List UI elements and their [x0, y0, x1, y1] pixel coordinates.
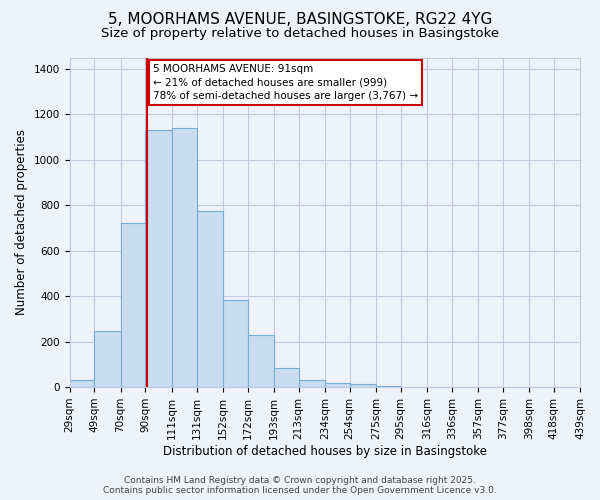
Bar [248, 335, 274, 387]
Bar [94, 332, 121, 387]
Bar [172, 128, 197, 387]
Text: 5 MOORHAMS AVENUE: 91sqm
← 21% of detached houses are smaller (999)
78% of semi-: 5 MOORHAMS AVENUE: 91sqm ← 21% of detach… [153, 64, 418, 100]
Bar [325, 382, 350, 387]
Text: Contains HM Land Registry data © Crown copyright and database right 2025.
Contai: Contains HM Land Registry data © Crown c… [103, 476, 497, 495]
Bar [274, 368, 299, 387]
Bar [350, 384, 376, 387]
Text: Size of property relative to detached houses in Basingstoke: Size of property relative to detached ho… [101, 28, 499, 40]
Bar [376, 386, 401, 387]
Y-axis label: Number of detached properties: Number of detached properties [15, 130, 28, 316]
Bar [197, 211, 223, 387]
X-axis label: Distribution of detached houses by size in Basingstoke: Distribution of detached houses by size … [163, 444, 487, 458]
Bar [121, 224, 145, 387]
Text: 5, MOORHAMS AVENUE, BASINGSTOKE, RG22 4YG: 5, MOORHAMS AVENUE, BASINGSTOKE, RG22 4Y… [108, 12, 492, 28]
Bar [299, 380, 325, 387]
Bar [70, 380, 94, 387]
Bar [145, 130, 172, 387]
Bar [223, 300, 248, 387]
